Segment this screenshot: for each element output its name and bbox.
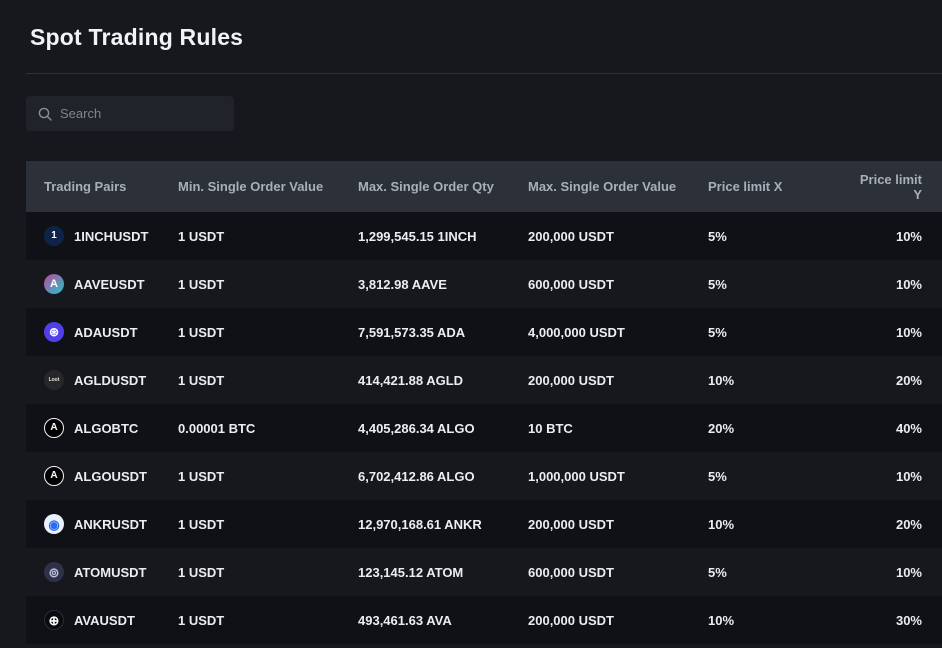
- price-limit-y: 10%: [895, 324, 922, 340]
- pair-label: ATOMUSDT: [74, 564, 147, 580]
- pair-cell[interactable]: ◉ ANKRUSDT: [44, 514, 178, 534]
- max-order-qty: 6,702,412.86 ALGO: [358, 468, 475, 484]
- max-order-qty: 1,299,545.15 1INCH: [358, 228, 477, 244]
- table-row[interactable]: A ALGOBTC 0.00001 BTC 4,405,286.34 ALGO …: [26, 404, 942, 452]
- price-limit-x: 10%: [708, 612, 735, 628]
- max-order-qty: 12,970,168.61 ANKR: [358, 516, 482, 532]
- pair-cell[interactable]: 1 1INCHUSDT: [44, 226, 178, 246]
- price-limit-y: 10%: [895, 468, 922, 484]
- pair-label: ADAUSDT: [74, 324, 138, 340]
- pair-label: ANKRUSDT: [74, 516, 147, 532]
- table-row[interactable]: ◉ ANKRUSDT 1 USDT 12,970,168.61 ANKR 200…: [26, 500, 942, 548]
- search-icon: [38, 107, 52, 121]
- column-header-max-single-order-value: Max. Single Order Value: [528, 179, 677, 194]
- table-row[interactable]: 1 1INCHUSDT 1 USDT 1,299,545.15 1INCH 20…: [26, 212, 942, 260]
- min-order-value: 1 USDT: [178, 324, 225, 340]
- pair-label: AGLDUSDT: [74, 372, 147, 388]
- search-input[interactable]: [60, 106, 222, 121]
- max-order-value: 4,000,000 USDT: [528, 324, 625, 340]
- price-limit-x: 10%: [708, 516, 735, 532]
- spot-trading-rules-table: Trading Pairs Min. Single Order Value Ma…: [26, 161, 942, 644]
- pair-label: ALGOUSDT: [74, 468, 147, 484]
- page-title: Spot Trading Rules: [30, 24, 244, 50]
- pair-cell[interactable]: ⊛ ADAUSDT: [44, 322, 178, 342]
- column-header-max-single-order-qty: Max. Single Order Qty: [358, 179, 494, 194]
- max-order-value: 600,000 USDT: [528, 276, 614, 292]
- table-row[interactable]: ⊕ AVAUSDT 1 USDT 493,461.63 AVA 200,000 …: [26, 596, 942, 644]
- price-limit-y: 10%: [895, 564, 922, 580]
- column-header-min-single-order-value: Min. Single Order Value: [178, 179, 324, 194]
- max-order-value: 10 BTC: [528, 420, 573, 436]
- pair-cell[interactable]: ⊚ ATOMUSDT: [44, 562, 178, 582]
- max-order-value: 1,000,000 USDT: [528, 468, 625, 484]
- price-limit-y: 40%: [895, 420, 922, 436]
- adventure-gold-coin-icon: Loot: [44, 370, 64, 390]
- pair-cell[interactable]: A ALGOUSDT: [44, 466, 178, 486]
- pair-label: 1INCHUSDT: [74, 228, 149, 244]
- max-order-qty: 7,591,573.35 ADA: [358, 324, 466, 340]
- pair-cell[interactable]: ⊕ AVAUSDT: [44, 610, 178, 630]
- price-limit-y: 10%: [895, 276, 922, 292]
- cosmos-coin-icon: ⊚: [44, 562, 64, 582]
- min-order-value: 1 USDT: [178, 564, 225, 580]
- price-limit-y: 10%: [895, 228, 922, 244]
- ankr-coin-icon: ◉: [44, 514, 64, 534]
- column-header-price-limit-x: Price limit X: [708, 179, 783, 194]
- table-row[interactable]: A AAVEUSDT 1 USDT 3,812.98 AAVE 600,000 …: [26, 260, 942, 308]
- max-order-value: 200,000 USDT: [528, 372, 614, 388]
- price-limit-y: 20%: [895, 516, 922, 532]
- price-limit-y: 20%: [895, 372, 922, 388]
- pair-cell[interactable]: Loot AGLDUSDT: [44, 370, 178, 390]
- max-order-value: 200,000 USDT: [528, 516, 614, 532]
- table-header-row: Trading Pairs Min. Single Order Value Ma…: [26, 161, 942, 212]
- price-limit-x: 5%: [708, 228, 727, 244]
- max-order-qty: 4,405,286.34 ALGO: [358, 420, 475, 436]
- algorand-coin-icon: A: [44, 418, 64, 438]
- max-order-qty: 414,421.88 AGLD: [358, 372, 464, 388]
- column-header-price-limit-y: Price limit Y: [859, 171, 922, 202]
- search-box[interactable]: [26, 96, 234, 131]
- pair-label: ALGOBTC: [74, 420, 139, 436]
- price-limit-y: 30%: [895, 612, 922, 628]
- table-row[interactable]: ⊚ ATOMUSDT 1 USDT 123,145.12 ATOM 600,00…: [26, 548, 942, 596]
- pair-label: AAVEUSDT: [74, 276, 145, 292]
- max-order-value: 600,000 USDT: [528, 564, 614, 580]
- price-limit-x: 5%: [708, 276, 727, 292]
- pair-cell[interactable]: A AAVEUSDT: [44, 274, 178, 294]
- min-order-value: 1 USDT: [178, 612, 225, 628]
- price-limit-x: 20%: [708, 420, 735, 436]
- price-limit-x: 5%: [708, 564, 727, 580]
- min-order-value: 0.00001 BTC: [178, 420, 256, 436]
- min-order-value: 1 USDT: [178, 276, 225, 292]
- table-row[interactable]: A ALGOUSDT 1 USDT 6,702,412.86 ALGO 1,00…: [26, 452, 942, 500]
- max-order-qty: 123,145.12 ATOM: [358, 564, 464, 580]
- min-order-value: 1 USDT: [178, 516, 225, 532]
- pair-label: AVAUSDT: [74, 612, 135, 628]
- pair-cell[interactable]: A ALGOBTC: [44, 418, 178, 438]
- title-divider: [26, 73, 942, 74]
- column-header-trading-pairs: Trading Pairs: [44, 179, 127, 194]
- max-order-qty: 3,812.98 AAVE: [358, 276, 447, 292]
- max-order-qty: 493,461.63 AVA: [358, 612, 452, 628]
- price-limit-x: 5%: [708, 468, 727, 484]
- min-order-value: 1 USDT: [178, 372, 225, 388]
- max-order-value: 200,000 USDT: [528, 612, 614, 628]
- price-limit-x: 5%: [708, 324, 727, 340]
- cardano-coin-icon: ⊛: [44, 322, 64, 342]
- travala-ava-coin-icon: ⊕: [44, 610, 64, 630]
- 1inch-coin-icon: 1: [44, 226, 64, 246]
- algorand-coin-icon: A: [44, 466, 64, 486]
- min-order-value: 1 USDT: [178, 468, 225, 484]
- max-order-value: 200,000 USDT: [528, 228, 614, 244]
- price-limit-x: 10%: [708, 372, 735, 388]
- table-row[interactable]: Loot AGLDUSDT 1 USDT 414,421.88 AGLD 200…: [26, 356, 942, 404]
- table-row[interactable]: ⊛ ADAUSDT 1 USDT 7,591,573.35 ADA 4,000,…: [26, 308, 942, 356]
- min-order-value: 1 USDT: [178, 228, 225, 244]
- aave-coin-icon: A: [44, 274, 64, 294]
